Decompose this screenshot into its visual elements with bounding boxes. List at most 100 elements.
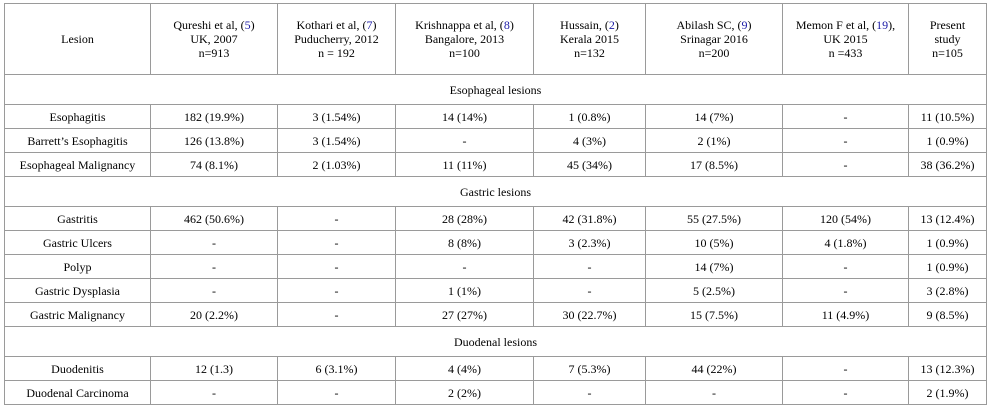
header-text: ) <box>250 18 255 32</box>
cell: 11 (10.5%) <box>908 104 987 129</box>
reference-link[interactable]: 5 <box>244 18 251 32</box>
header-text: Lesion <box>61 32 94 46</box>
cell: 14 (14%) <box>395 104 534 129</box>
cell: - <box>533 380 646 405</box>
header-row: Lesion Qureshi et al, (5) UK, 2007 n=913 Kot… <box>4 3 987 75</box>
data-row: Barrett’s Esophagitis 126 (13.8%) 3 (1.54%… <box>4 128 987 153</box>
cell: 8 (8%) <box>395 230 534 255</box>
header-text: Qureshi et al, ( <box>173 18 245 32</box>
cell: 1 (1%) <box>395 278 534 303</box>
cell: - <box>395 128 534 153</box>
section-row: Gastric lesions <box>4 176 987 207</box>
cell: 15 (7.5%) <box>645 302 783 327</box>
cell: 55 (27.5%) <box>645 206 783 231</box>
column-header: Qureshi et al, (5) UK, 2007 n=913 <box>150 3 278 75</box>
cell: 5 (2.5%) <box>645 278 783 303</box>
column-header: Abilash SC, (9) Srinagar 2016 n=200 <box>645 3 783 75</box>
header-text: n=105 <box>932 46 963 60</box>
data-row: Gastric Malignancy 20 (2.2%) -27 (27%) 30 (… <box>4 302 987 327</box>
cell: - <box>782 128 909 153</box>
cell: - <box>150 254 278 279</box>
header-text: n =433 <box>828 46 863 60</box>
reference-link[interactable]: 9 <box>741 18 748 32</box>
header-text: Memon F et al, ( <box>795 18 877 32</box>
cell: 2 (1.9%) <box>908 380 987 405</box>
section-title: Gastric lesions <box>4 176 987 207</box>
data-row: Duodenitis 12 (1.3) 6 (3.1%) 4 (4%) 7 (5.3%)… <box>4 356 987 381</box>
cell: 45 (34%) <box>533 152 646 177</box>
cell: 3 (2.3%) <box>533 230 646 255</box>
header-text: ) <box>747 18 752 32</box>
cell: - <box>277 380 396 405</box>
column-header: Present study n=105 <box>908 3 987 75</box>
column-header: Kothari et al, (7) Puducherry, 2012 n = 19… <box>277 3 396 75</box>
cell: 2 (1%) <box>645 128 783 153</box>
cell: - <box>277 254 396 279</box>
header-text: Srinagar 2016 <box>680 32 748 46</box>
header-text: n=200 <box>698 46 730 60</box>
cell: 6 (3.1%) <box>277 356 396 381</box>
header-text: n=913 <box>198 46 230 60</box>
column-header: Memon F et al, (19), UK 2015 n =433 <box>782 3 909 75</box>
table-body: Esophageal lesions Esophagitis 182 (19.9%)… <box>4 74 987 405</box>
header-text: ) <box>509 18 514 32</box>
header-text: n=132 <box>574 46 605 60</box>
cell: 4 (1.8%) <box>782 230 909 255</box>
lesion-name: Duodenitis <box>4 356 151 381</box>
cell: - <box>150 230 278 255</box>
header-text: Abilash SC, ( <box>676 18 742 32</box>
cell: 13 (12.3%) <box>908 356 987 381</box>
header-text: ), <box>888 18 896 32</box>
lesion-name: Gastric Malignancy <box>4 302 151 327</box>
cell: 11 (4.9%) <box>782 302 909 327</box>
header-text: Kerala 2015 <box>560 32 619 46</box>
section-row: Esophageal lesions <box>4 74 987 105</box>
cell: - <box>533 278 646 303</box>
header-text: study <box>934 32 961 46</box>
cell: 1 (0.9%) <box>908 230 987 255</box>
lesion-name: Gastric Ulcers <box>4 230 151 255</box>
cell: - <box>533 254 646 279</box>
cell: - <box>782 254 909 279</box>
header-text: ) <box>614 18 619 32</box>
cell: 28 (28%) <box>395 206 534 231</box>
cell: - <box>277 230 396 255</box>
cell: 14 (7%) <box>645 254 783 279</box>
header-text: Krishnappa et al, ( <box>415 18 504 32</box>
column-header: Lesion <box>4 3 151 75</box>
data-row: Gastric Ulcers - -8 (8%) 3 (2.3%) 10 (5%) 4 (… <box>4 230 987 255</box>
reference-link[interactable]: 19 <box>876 18 889 32</box>
cell: 126 (13.8%) <box>150 128 278 153</box>
cell: 1 (0.8%) <box>533 104 646 129</box>
header-text: ) <box>372 18 377 32</box>
reference-link[interactable]: 7 <box>366 18 373 32</box>
header-text: Hussain, ( <box>560 18 609 32</box>
lesion-name: Barrett’s Esophagitis <box>4 128 151 153</box>
section-row: Duodenal lesions <box>4 326 987 357</box>
cell: 27 (27%) <box>395 302 534 327</box>
cell: 4 (3%) <box>533 128 646 153</box>
cell: - <box>782 104 909 129</box>
cell: 20 (2.2%) <box>150 302 278 327</box>
cell: - <box>150 380 278 405</box>
reference-link[interactable]: 8 <box>503 18 510 32</box>
cell: - <box>782 278 909 303</box>
column-header: Hussain, (2) Kerala 2015 n=132 <box>533 3 646 75</box>
header-text: Present <box>929 18 966 32</box>
cell: - <box>150 278 278 303</box>
header-text: UK 2015 <box>823 32 868 46</box>
header-text: Puducherry, 2012 <box>294 32 379 46</box>
reference-link[interactable]: 2 <box>608 18 615 32</box>
cell: 182 (19.9%) <box>150 104 278 129</box>
section-title: Duodenal lesions <box>4 326 987 357</box>
cell: 11 (11%) <box>395 152 534 177</box>
cell: 3 (1.54%) <box>277 128 396 153</box>
cell: - <box>782 380 909 405</box>
lesion-name: Gastric Dysplasia <box>4 278 151 303</box>
cell: 9 (8.5%) <box>908 302 987 327</box>
lesion-name: Polyp <box>4 254 151 279</box>
header-text: Bangalore, 2013 <box>424 32 505 46</box>
cell: 3 (2.8%) <box>908 278 987 303</box>
cell: 44 (22%) <box>645 356 783 381</box>
lesion-name: Gastritis <box>4 206 151 231</box>
